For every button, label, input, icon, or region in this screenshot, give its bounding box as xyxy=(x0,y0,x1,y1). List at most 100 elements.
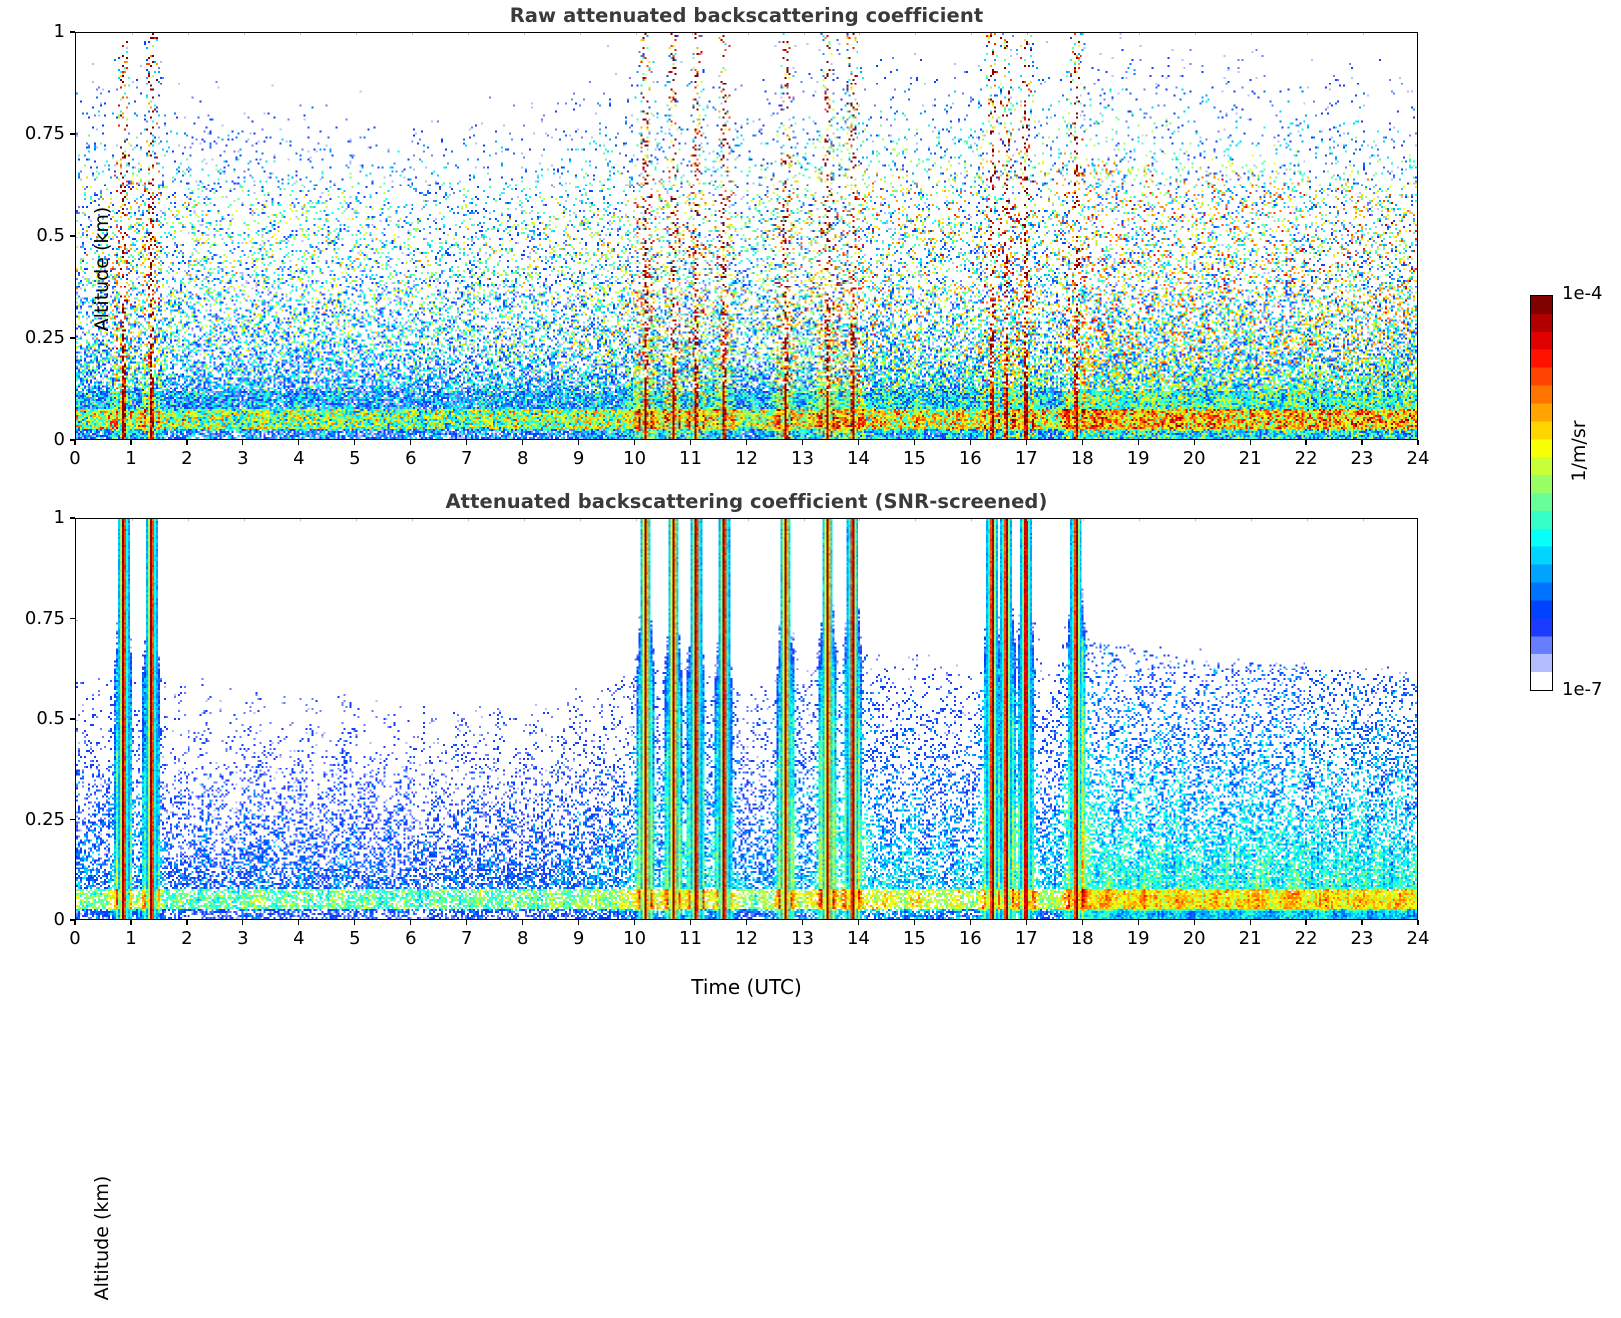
x-tick-label: 23 xyxy=(1350,448,1374,469)
colorbar xyxy=(1530,295,1553,691)
y-tick-mark xyxy=(70,517,75,519)
x-tick-mark xyxy=(410,920,412,925)
y-tick-mark xyxy=(70,31,75,33)
x-tick-label: 16 xyxy=(958,928,982,949)
panel-title-top: Raw attenuated backscattering coefficien… xyxy=(509,4,984,27)
x-tick-label: 14 xyxy=(846,448,870,469)
x-tick-mark xyxy=(186,440,188,445)
x-tick-label: 10 xyxy=(623,448,647,469)
x-tick-label: 2 xyxy=(181,448,193,469)
x-tick-mark xyxy=(1249,440,1251,445)
x-tick-mark xyxy=(298,920,300,925)
x-tick-label: 15 xyxy=(902,928,926,949)
y-axis-label-screened: Altitude (km) xyxy=(91,1175,113,1301)
y-tick-label: 0.75 xyxy=(24,123,65,144)
x-tick-label: 20 xyxy=(1182,928,1206,949)
x-tick-label: 5 xyxy=(349,448,361,469)
x-axis-label: Time (UTC) xyxy=(691,975,802,999)
x-tick-mark xyxy=(74,440,76,445)
x-tick-mark xyxy=(801,440,804,445)
x-tick-label: 1 xyxy=(125,448,137,469)
x-tick-mark xyxy=(578,440,580,445)
x-tick-label: 12 xyxy=(735,928,758,949)
x-tick-mark xyxy=(913,920,915,925)
x-tick-label: 18 xyxy=(1070,928,1094,949)
x-tick-mark xyxy=(689,440,692,445)
x-tick-mark xyxy=(1417,440,1419,445)
colorbar-min-label: 1e-7 xyxy=(1562,679,1603,700)
x-tick-mark xyxy=(969,440,971,445)
y-tick-label: 0.25 xyxy=(24,327,65,348)
x-tick-label: 8 xyxy=(516,448,529,469)
y-tick-label: 0.75 xyxy=(24,607,65,629)
x-tick-mark xyxy=(578,920,580,925)
x-tick-label: 21 xyxy=(1238,448,1262,469)
heatmap-raw xyxy=(76,33,1417,439)
x-tick-mark xyxy=(689,920,692,925)
x-tick-mark xyxy=(1305,440,1307,445)
x-tick-mark xyxy=(633,440,636,445)
x-tick-label: 22 xyxy=(1294,928,1318,949)
x-tick-mark xyxy=(1025,440,1027,445)
y-tick-mark xyxy=(70,235,75,237)
x-tick-label: 24 xyxy=(1406,928,1430,949)
x-tick-mark xyxy=(745,920,748,925)
x-tick-mark xyxy=(242,920,244,925)
y-tick-label: 1 xyxy=(53,21,65,42)
x-tick-mark xyxy=(1361,920,1363,925)
panel-title-bottom: Attenuated backscattering coefficient (S… xyxy=(445,490,1048,513)
panel-raw: 0 1 2 3 4 5 6 7 8 9 10 11 12 13 14 15 16 17 18 19 20 21 22 23 24… xyxy=(25,22,1430,470)
x-tick-label: 1 xyxy=(125,928,137,949)
x-tick-label: 15 xyxy=(902,448,926,469)
x-tick-label: 2 xyxy=(181,928,193,949)
figure-canvas: Raw attenuated backscattering coefficien… xyxy=(24,4,1603,1301)
x-tick-label: 4 xyxy=(293,448,305,469)
x-tick-label: 12 xyxy=(735,448,758,469)
y-tick-label: 0 xyxy=(53,429,65,450)
x-tick-mark xyxy=(745,440,748,445)
y-tick-label: 1 xyxy=(53,507,65,528)
x-tick-label: 3 xyxy=(237,928,249,949)
panel-screened: 0 1 2 3 4 5 6 7 8 9 10 11 12 13 14 15 16 17 18 19 20 21 22 23 24… xyxy=(25,508,1430,1301)
x-tick-label: 16 xyxy=(958,448,982,469)
x-tick-mark xyxy=(466,440,468,445)
x-tick-mark xyxy=(1305,920,1307,925)
y-tick-mark xyxy=(70,439,75,441)
x-tick-mark xyxy=(1081,920,1083,925)
x-tick-label: 6 xyxy=(405,448,417,469)
x-tick-label: 9 xyxy=(572,448,585,469)
x-tick-label: 14 xyxy=(846,928,870,949)
x-tick-label: 19 xyxy=(1126,928,1150,949)
x-tick-mark xyxy=(354,440,356,445)
x-tick-label: 10 xyxy=(623,928,647,949)
y-tick-label: 0.25 xyxy=(24,808,65,830)
x-tick-mark xyxy=(1025,920,1027,925)
x-tick-label: 11 xyxy=(679,928,702,949)
y-tick-label: 0 xyxy=(53,909,65,930)
x-tick-mark xyxy=(913,440,915,445)
x-tick-mark xyxy=(1137,440,1139,445)
x-tick-mark xyxy=(74,920,76,925)
x-tick-mark xyxy=(522,920,524,925)
x-tick-label: 9 xyxy=(572,928,585,949)
x-tick-mark xyxy=(1249,920,1251,925)
y-axis-label-raw: Altitude (km) xyxy=(91,206,113,332)
x-tick-mark xyxy=(410,440,412,445)
colorbar-max-label: 1e-4 xyxy=(1562,283,1603,304)
axes-frame-raw xyxy=(75,32,1418,440)
x-tick-mark xyxy=(130,440,132,445)
y-tick-label: 0.5 xyxy=(36,225,65,246)
x-tick-mark xyxy=(1137,920,1139,925)
x-tick-mark xyxy=(1193,920,1195,925)
x-tick-mark xyxy=(186,920,188,925)
x-tick-label: 3 xyxy=(237,448,249,469)
x-tick-label: 24 xyxy=(1406,448,1430,469)
x-tick-label: 4 xyxy=(293,928,305,949)
x-tick-mark xyxy=(969,920,971,925)
x-tick-label: 21 xyxy=(1238,928,1262,949)
x-tick-mark xyxy=(633,920,636,925)
x-tick-label: 13 xyxy=(791,928,814,949)
x-tick-label: 17 xyxy=(1014,928,1038,949)
x-tick-label: 19 xyxy=(1126,448,1150,469)
axes-frame-screened xyxy=(75,518,1418,920)
